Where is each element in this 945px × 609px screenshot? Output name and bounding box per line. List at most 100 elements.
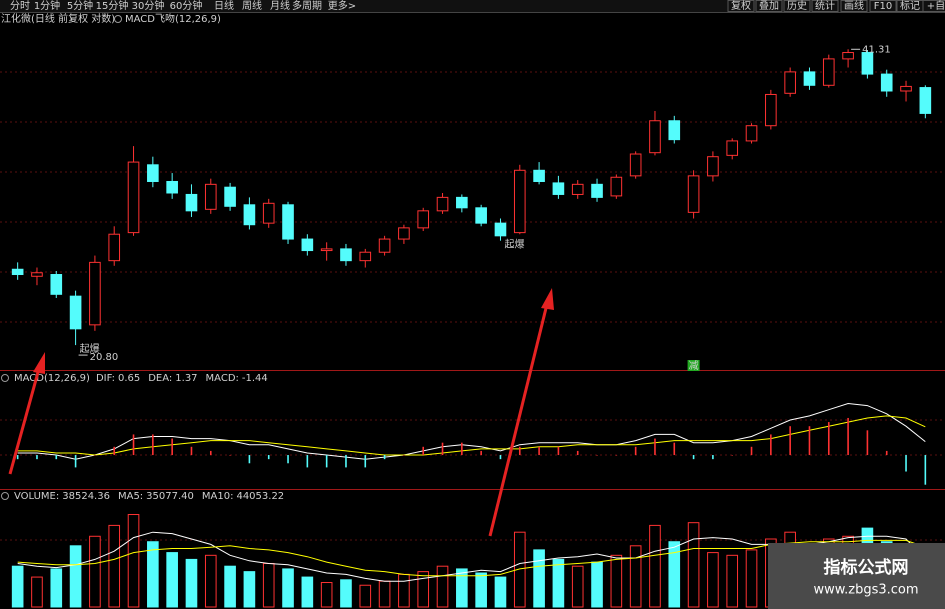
period-tab[interactable]: 分时 <box>10 0 30 12</box>
candle-body <box>707 156 719 177</box>
bar <box>866 430 869 456</box>
bar <box>209 450 212 456</box>
tool-button[interactable]: 叠加 <box>759 0 779 12</box>
bar <box>55 455 58 460</box>
legend-name: MA10: <box>202 491 234 502</box>
bar <box>924 455 927 485</box>
period-tab[interactable]: 1分钟 <box>34 0 60 12</box>
bar <box>262 562 275 608</box>
period-tab[interactable]: 周线 <box>242 0 262 12</box>
bar <box>282 568 294 608</box>
bar <box>340 579 352 608</box>
bar <box>668 541 681 608</box>
signal-label: 起爆 <box>504 239 524 251</box>
watermark-title: 指标公式网 <box>824 557 909 578</box>
tool-button[interactable]: F10 <box>874 1 892 12</box>
tool-button[interactable]: 复权 <box>731 0 751 12</box>
bar <box>538 446 540 456</box>
bar <box>306 455 309 468</box>
candle-body <box>668 120 681 141</box>
candle-body <box>398 227 410 240</box>
grid <box>0 71 945 541</box>
series-line <box>17 415 926 456</box>
period-tab[interactable]: 15分钟 <box>96 0 129 12</box>
bar <box>745 549 758 608</box>
candle-body <box>417 210 430 229</box>
bar <box>417 571 430 608</box>
bar <box>789 426 791 456</box>
arrow-head <box>541 288 554 310</box>
candle-body <box>378 238 391 253</box>
bar <box>596 455 598 456</box>
bar <box>436 565 449 608</box>
period-tab[interactable]: 60分钟 <box>170 0 203 12</box>
bar <box>533 549 545 608</box>
bar <box>224 565 236 608</box>
bar <box>475 572 487 608</box>
bar <box>320 582 333 608</box>
candle-body <box>282 204 294 240</box>
bar <box>750 446 753 456</box>
bar <box>885 450 888 456</box>
signal-label: 减 <box>689 360 699 372</box>
bar <box>89 535 101 608</box>
bar <box>113 446 116 456</box>
bar <box>441 442 444 456</box>
candle-body <box>861 52 874 75</box>
candle-body <box>108 233 121 262</box>
candle-body <box>185 193 198 212</box>
candle-body <box>513 169 526 234</box>
period-tab[interactable]: 5分钟 <box>67 0 93 12</box>
period-tab[interactable]: 月线 <box>270 0 290 12</box>
tool-button[interactable]: 画线 <box>844 0 864 12</box>
bar <box>654 438 656 456</box>
tool-button-bg <box>727 0 755 12</box>
bar <box>403 455 405 456</box>
candle-body <box>822 58 835 86</box>
bar <box>74 455 77 468</box>
max-label: 41.31 <box>862 44 891 55</box>
bar <box>557 446 560 456</box>
legend-value: 1.37 <box>175 373 197 384</box>
candle-body <box>147 164 159 182</box>
candle-body <box>610 176 623 197</box>
candle-body <box>629 153 642 177</box>
period-tab[interactable]: 多周期 <box>292 0 322 12</box>
period-tab[interactable]: 更多> <box>328 0 356 12</box>
bar <box>132 434 135 456</box>
bar <box>726 554 739 608</box>
bar <box>31 576 43 608</box>
bar <box>383 455 386 460</box>
candle-body <box>687 175 700 213</box>
bar <box>229 455 231 456</box>
panel-icon <box>1 492 9 500</box>
bar <box>591 561 603 608</box>
candle-body <box>900 85 912 92</box>
candle-body <box>243 204 256 226</box>
legend-value: 38524.36 <box>62 491 110 502</box>
bar <box>94 455 96 456</box>
bar <box>36 455 38 460</box>
tool-button-bg <box>783 0 811 12</box>
candle-body <box>166 180 178 194</box>
bar <box>634 446 637 456</box>
period-tab[interactable]: 30分钟 <box>132 0 165 12</box>
bar <box>712 455 714 460</box>
tool-button-bg <box>922 0 945 12</box>
period-tab[interactable]: 日线 <box>214 0 234 12</box>
watermark-bg <box>768 543 945 609</box>
bar <box>301 576 314 608</box>
bar <box>494 576 507 608</box>
tool-button[interactable]: +自 <box>927 0 945 12</box>
legend-name: MACD: <box>206 373 239 384</box>
bar <box>267 455 270 460</box>
tool-button[interactable]: 标记 <box>900 0 920 12</box>
bar <box>480 450 482 456</box>
bar <box>456 568 468 608</box>
candle-body <box>803 71 816 86</box>
bar <box>673 442 676 456</box>
tool-button[interactable]: 统计 <box>815 0 835 12</box>
candle-body <box>571 183 584 195</box>
tool-button[interactable]: 历史 <box>787 0 807 12</box>
